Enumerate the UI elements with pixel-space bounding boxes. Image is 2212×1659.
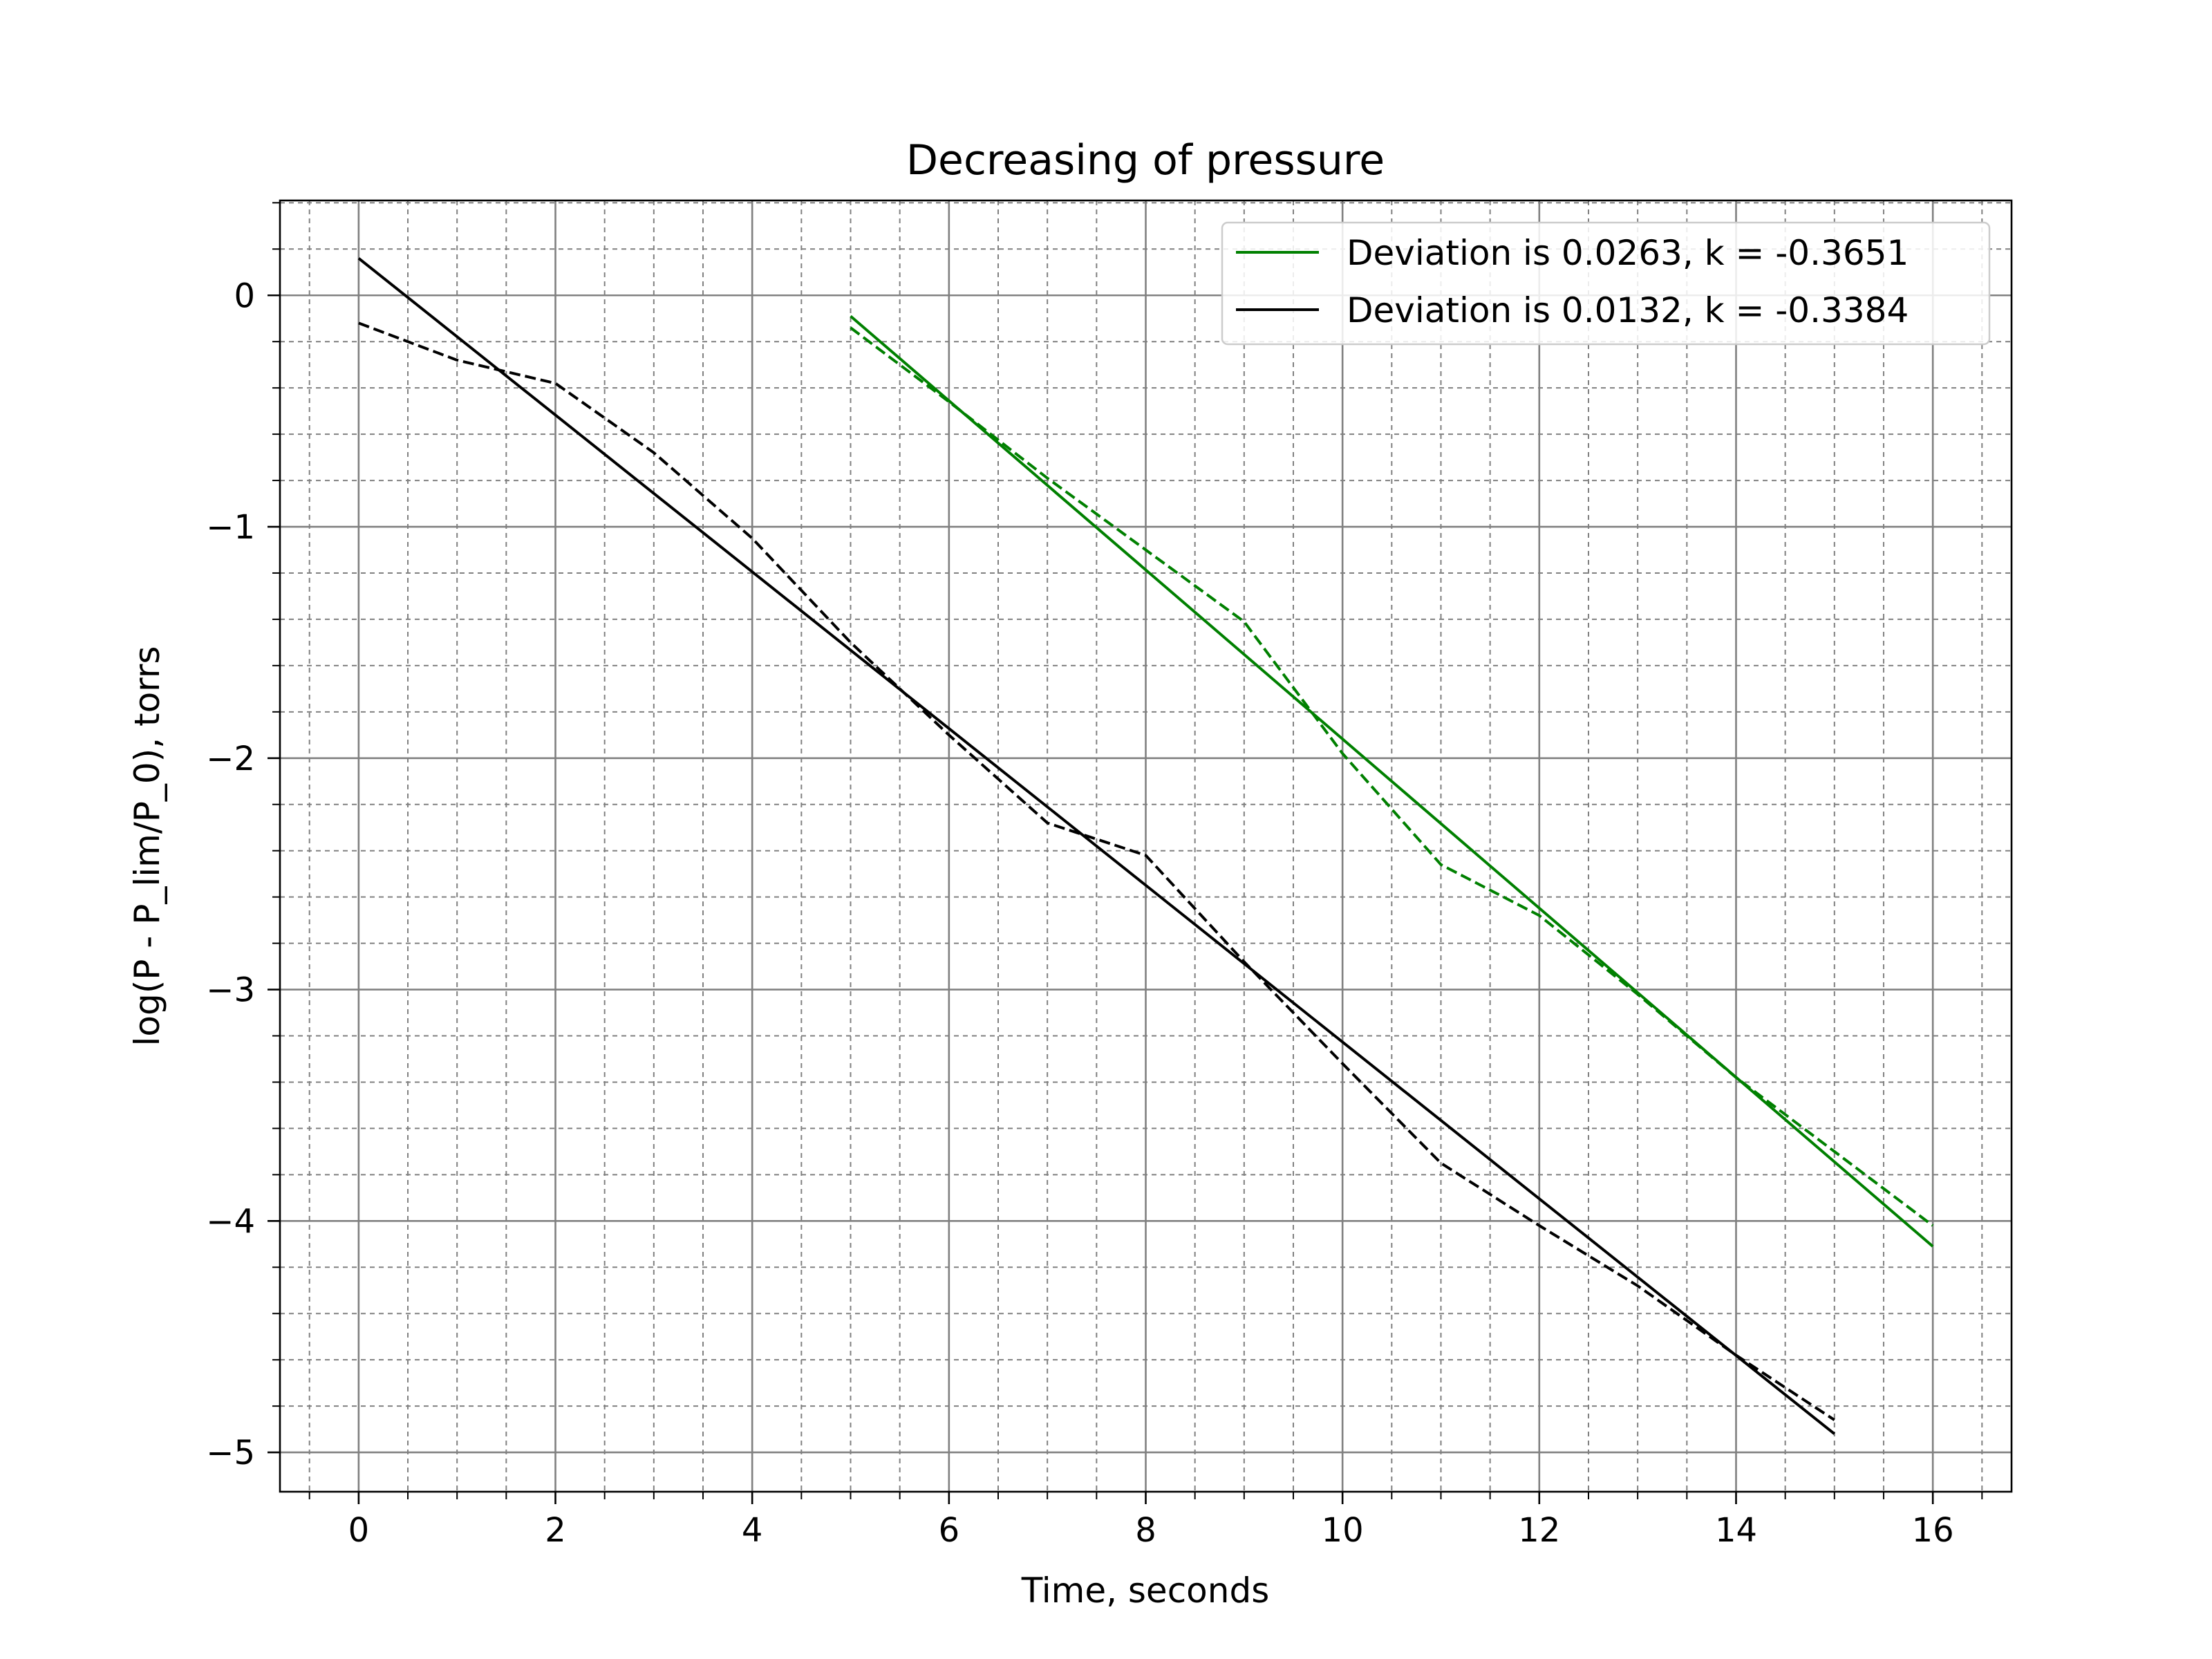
x-tick-label: 12 [1518, 1511, 1560, 1550]
x-tick-label: 16 [1912, 1511, 1954, 1550]
series-group [357, 257, 1934, 1435]
y-tick-label: −5 [206, 1434, 255, 1472]
x-tick-label: 2 [545, 1511, 566, 1550]
y-tick-label: −3 [206, 971, 255, 1010]
x-tick-label: 10 [1322, 1511, 1364, 1550]
series-2-fit-line [357, 257, 1836, 1435]
x-axis-label: Time, seconds [1021, 1571, 1270, 1611]
y-tick-label: −2 [206, 740, 255, 778]
series-0-fit-line [850, 315, 1934, 1248]
legend-label-green-fit: Deviation is 0.0263, k = -0.3651 [1347, 233, 1909, 273]
x-tick-label: 6 [939, 1511, 960, 1550]
y-tick-label: −1 [206, 508, 255, 547]
y-axis-label: log(P - P_lim/P_0), torrs [127, 646, 167, 1047]
x-tick-label: 8 [1135, 1511, 1156, 1550]
series-1-measured-line [850, 326, 1934, 1227]
y-tick-label: −4 [206, 1202, 255, 1241]
legend-box [1221, 221, 1991, 346]
y-tick-label: 0 [234, 276, 255, 315]
axis-ticks: 0 2 4 6 8 10 12 14 16 0 −1 −2 −3 −4 −5 [206, 202, 1983, 1550]
x-tick-label: 4 [742, 1511, 763, 1550]
x-tick-label: 0 [348, 1511, 370, 1550]
x-tick-label: 14 [1715, 1511, 1757, 1550]
chart-title: Decreasing of pressure [906, 136, 1385, 185]
legend-label-black-fit: Deviation is 0.0132, k = -0.3384 [1347, 290, 1909, 330]
legend: Deviation is 0.0263, k = -0.3651 Deviati… [1221, 221, 1991, 346]
